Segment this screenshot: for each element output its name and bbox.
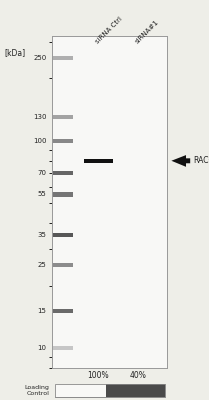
Text: 15: 15 <box>37 308 46 314</box>
Text: 250: 250 <box>33 55 46 61</box>
Bar <box>55 384 106 397</box>
Text: 35: 35 <box>37 232 46 238</box>
Text: RACGAP1: RACGAP1 <box>193 156 209 165</box>
Text: siRNA Ctrl: siRNA Ctrl <box>94 16 123 44</box>
Bar <box>52 56 73 60</box>
Bar <box>84 159 113 163</box>
Text: siRNA#1: siRNA#1 <box>134 18 160 44</box>
Text: 130: 130 <box>33 114 46 120</box>
Bar <box>52 192 73 196</box>
Text: 55: 55 <box>38 192 46 198</box>
Bar <box>52 115 73 119</box>
Bar <box>52 139 73 143</box>
Text: [kDa]: [kDa] <box>5 48 26 58</box>
Text: 25: 25 <box>38 262 46 268</box>
Bar <box>52 171 73 175</box>
Text: 40%: 40% <box>130 371 147 380</box>
Text: 100%: 100% <box>87 371 109 380</box>
Text: Loading
Control: Loading Control <box>24 385 49 396</box>
FancyArrow shape <box>171 155 190 167</box>
Text: 10: 10 <box>37 345 46 351</box>
Text: 100: 100 <box>33 138 46 144</box>
Bar <box>52 233 73 237</box>
Bar <box>52 310 73 314</box>
Bar <box>106 384 165 397</box>
Bar <box>52 346 73 350</box>
Bar <box>52 264 73 268</box>
Text: 70: 70 <box>37 170 46 176</box>
